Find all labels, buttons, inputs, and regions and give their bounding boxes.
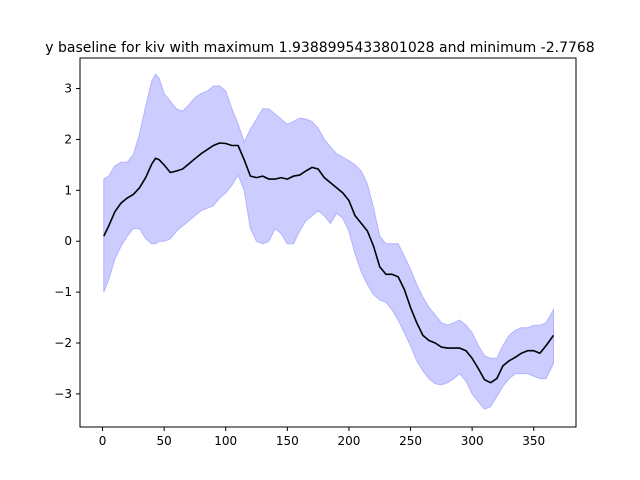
- x-tick-label: 350: [522, 434, 545, 448]
- x-tick-label: 300: [461, 434, 484, 448]
- x-tick-label: 250: [399, 434, 422, 448]
- y-tick-label: 3: [64, 82, 72, 96]
- y-tick-label: 2: [64, 132, 72, 146]
- chart-title: y baseline for kiv with maximum 1.938899…: [45, 40, 594, 56]
- y-tick-label: −3: [54, 387, 72, 401]
- x-tick-label: 200: [337, 434, 360, 448]
- y-tick-label: 1: [64, 183, 72, 197]
- x-tick-label: 100: [214, 434, 237, 448]
- x-tick-label: 50: [157, 434, 172, 448]
- y-tick-label: −2: [54, 336, 72, 350]
- x-tick-label: 150: [276, 434, 299, 448]
- plot-area: [79, 57, 577, 428]
- y-axis: −3 −2 −1 0 1 2 3: [54, 82, 80, 401]
- mean-series-line: [103, 142, 555, 384]
- y-tick-label: 0: [64, 234, 72, 248]
- confidence-band: [103, 73, 554, 410]
- x-tick-label: 0: [99, 434, 107, 448]
- x-axis: 0 50 100 150 200 250 300 350: [99, 427, 545, 448]
- axes-frame: [79, 57, 577, 428]
- y-tick-label: −1: [54, 285, 72, 299]
